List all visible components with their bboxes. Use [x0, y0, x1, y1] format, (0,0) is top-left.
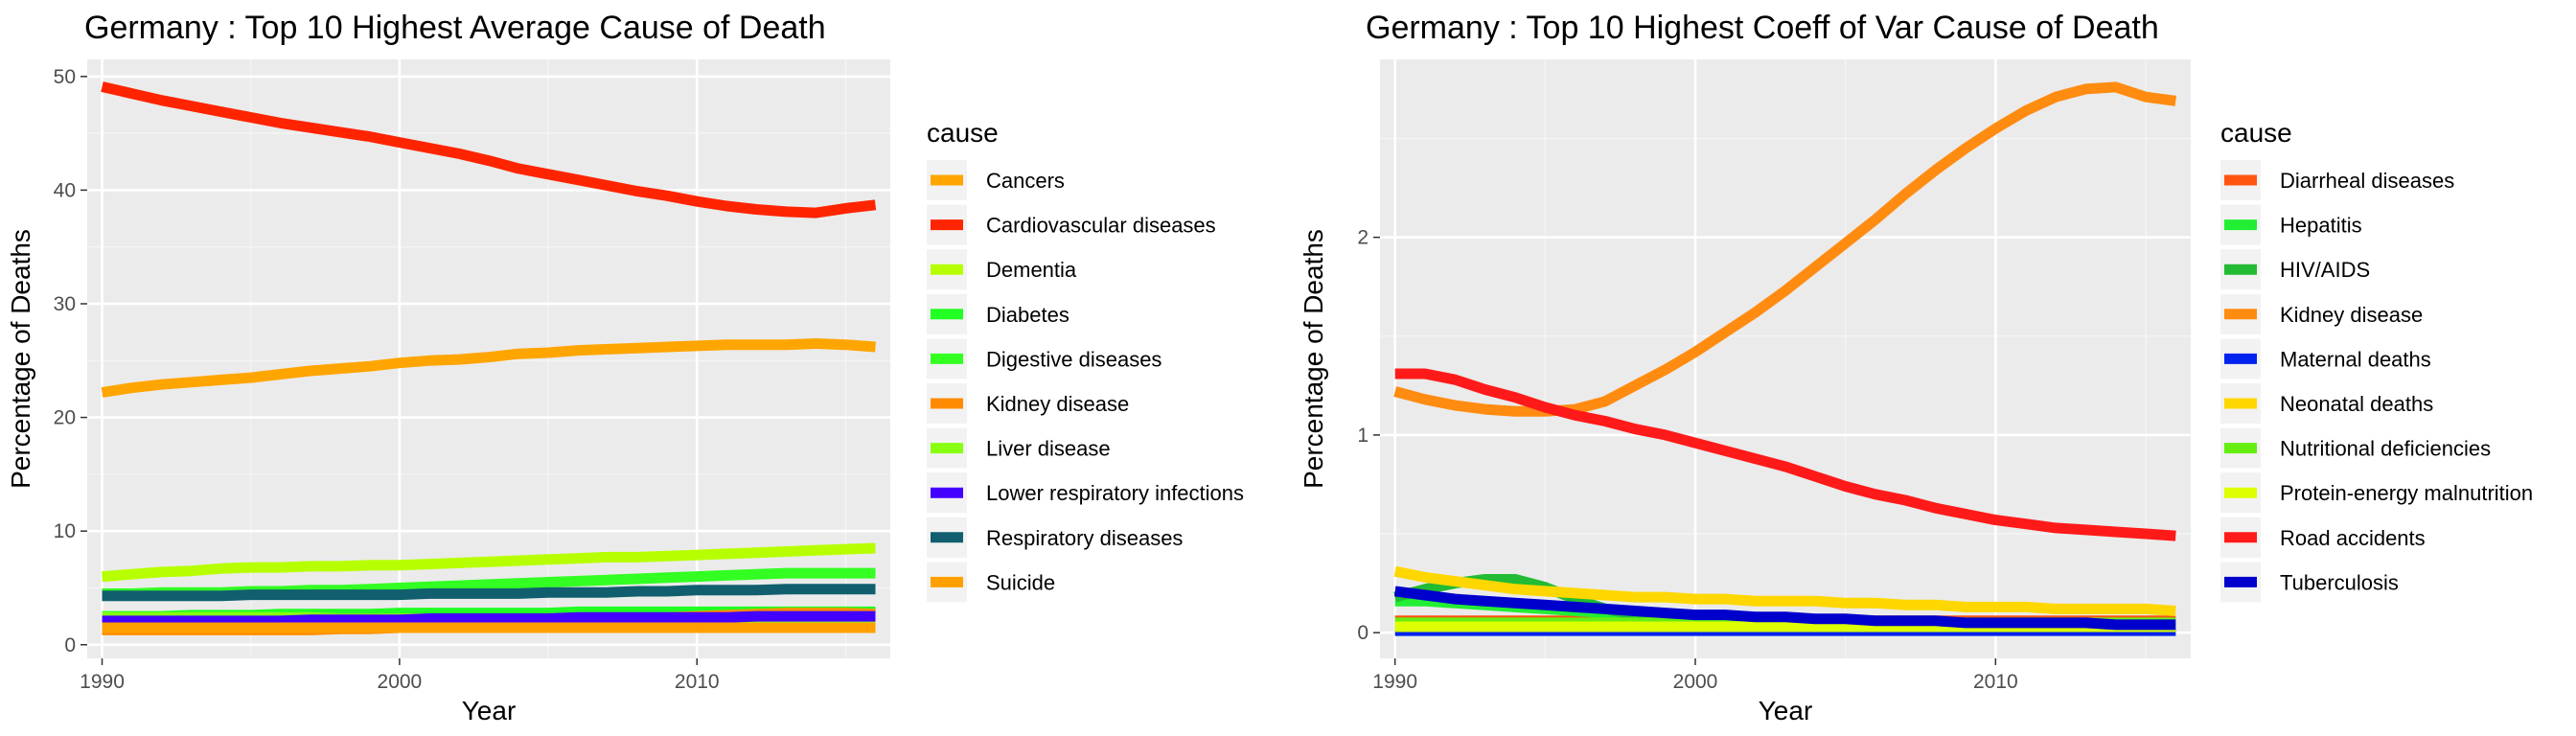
legend-label: Nutritional deficiencies	[2280, 437, 2491, 461]
legend-label: Neonatal deaths	[2280, 392, 2433, 416]
legend-title: cause	[927, 118, 999, 148]
legend-label: Tuberculosis	[2280, 570, 2399, 594]
legend-label: Digestive diseases	[986, 347, 1162, 371]
chart-average-cause-of-death: Germany : Top 10 Highest Average Cause o…	[6, 10, 1244, 725]
legend-label: Dementia	[986, 258, 1077, 282]
y-tick-label: 50	[54, 66, 76, 88]
legend-label: Road accidents	[2280, 526, 2426, 550]
legend-label: Cancers	[986, 169, 1065, 193]
y-tick-label: 10	[54, 520, 76, 542]
series-line-cardiovascular-diseases	[101, 81, 877, 218]
legend-label: Diabetes	[986, 303, 1070, 327]
series-line-road-accidents	[1394, 368, 2176, 541]
plot-panel	[1380, 59, 2191, 658]
series-line-neonatal-deaths	[1393, 565, 2176, 616]
x-tick-label: 2010	[1973, 671, 2018, 693]
legend-label: Cardiovascular diseases	[986, 214, 1216, 238]
x-tick-label: 2000	[378, 671, 423, 693]
y-axis-title: Percentage of Deaths	[1299, 229, 1328, 489]
series-line-respiratory-diseases	[102, 584, 876, 602]
series-line-kidney-disease	[1393, 81, 2177, 417]
y-axis-title: Percentage of Deaths	[6, 229, 35, 489]
series-line-dementia	[102, 542, 876, 583]
y-tick-label: 2	[1357, 227, 1368, 249]
x-axis-title: Year	[462, 696, 517, 725]
x-axis-title: Year	[1759, 696, 1813, 725]
legend-label: HIV/AIDS	[2280, 258, 2370, 282]
chart-title: Germany : Top 10 Highest Coeff of Var Ca…	[1366, 10, 2159, 46]
chart-title: Germany : Top 10 Highest Average Cause o…	[84, 10, 826, 46]
x-tick-label: 1990	[80, 671, 125, 693]
legend-label: Hepatitis	[2280, 214, 2362, 238]
y-tick-label: 1	[1357, 425, 1368, 447]
legend-label: Suicide	[986, 570, 1055, 594]
series-line-cancers	[101, 338, 876, 398]
legend-label: Diarrheal diseases	[2280, 169, 2454, 193]
x-tick-label: 2010	[675, 671, 720, 693]
y-tick-label: 30	[54, 293, 76, 315]
x-tick-label: 1990	[1372, 671, 1417, 693]
legend-title: cause	[2220, 118, 2292, 148]
legend-label: Liver disease	[986, 437, 1111, 461]
legend-label: Protein-energy malnutrition	[2280, 481, 2533, 505]
series-line-lower-respiratory-infections	[102, 610, 876, 627]
legend-label: Respiratory diseases	[986, 526, 1183, 550]
chart-coeff-of-var-cause-of-death: Germany : Top 10 Highest Coeff of Var Ca…	[1299, 10, 2533, 725]
legend-label: Lower respiratory infections	[986, 481, 1244, 505]
legend-label: Maternal deaths	[2280, 347, 2431, 371]
legend-label: Kidney disease	[986, 392, 1129, 416]
y-tick-label: 0	[1357, 622, 1368, 644]
y-tick-label: 0	[64, 634, 76, 656]
legend-label: Kidney disease	[2280, 303, 2423, 327]
y-tick-label: 40	[54, 179, 76, 201]
series-line-tuberculosis	[1393, 586, 2176, 631]
y-tick-label: 20	[54, 407, 76, 429]
x-tick-label: 2000	[1673, 671, 1718, 693]
